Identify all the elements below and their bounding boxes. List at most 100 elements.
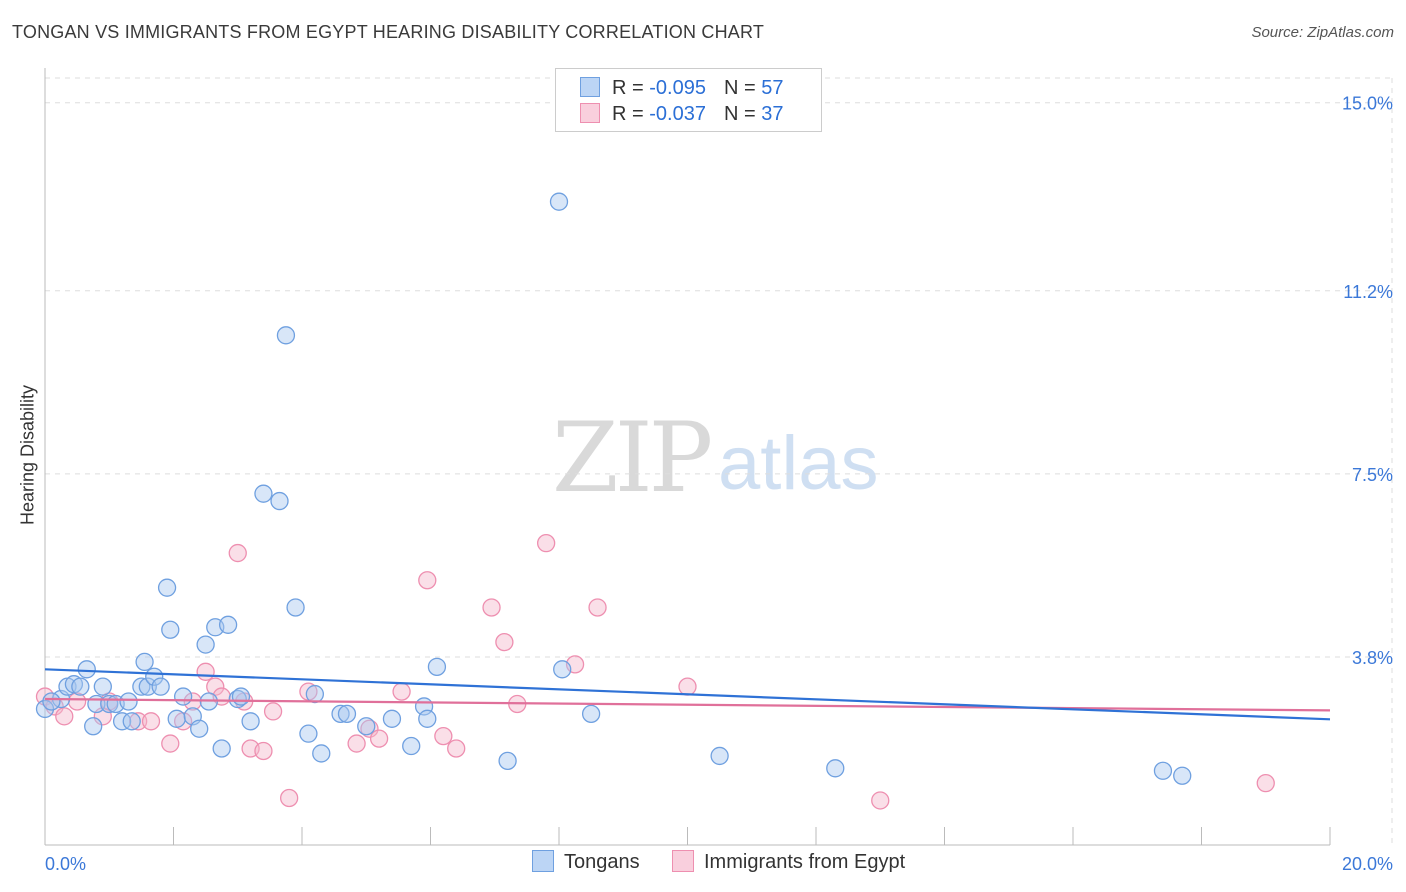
tongans-point — [305, 684, 325, 704]
bottom-tongans-swatch — [532, 850, 554, 872]
tongans-r-label: R = — [612, 77, 650, 99]
egypt-point — [482, 598, 501, 617]
egypt-point — [418, 571, 437, 590]
y-tick-label: 11.2% — [1343, 282, 1393, 302]
egypt-n-label: N = — [723, 103, 762, 125]
egypt-point — [1256, 773, 1275, 793]
tongans-point — [299, 724, 318, 743]
egypt-point — [263, 702, 283, 721]
watermark-zip: ZIP — [552, 402, 713, 514]
egypt-point — [495, 632, 514, 652]
egypt-point — [228, 543, 247, 563]
tongans-point — [427, 657, 447, 677]
egypt-points — [35, 533, 1275, 810]
tongans-point — [161, 620, 180, 639]
egypt-point — [279, 788, 299, 808]
tongans-point — [112, 712, 132, 731]
tongans-point — [135, 652, 154, 672]
egypt-point — [871, 791, 890, 810]
tick-labels: 3.8% 7.5% 11.2% 15.0% 0.0% 20.0% — [45, 94, 1393, 874]
tongans-point — [138, 677, 157, 696]
egypt-point — [347, 734, 366, 753]
axes — [44, 68, 1331, 846]
trend-lines — [44, 668, 1331, 721]
egypt-point — [254, 741, 273, 761]
tongans-point — [35, 699, 55, 719]
egypt-point — [392, 682, 411, 701]
tongans-point — [157, 578, 177, 597]
tongans-point — [286, 598, 305, 617]
tongans-points — [35, 192, 1192, 785]
bottom-legend-tongans: Tongans — [532, 850, 640, 874]
egypt-point — [678, 677, 697, 696]
tongans-point — [418, 709, 437, 728]
tongans-point — [167, 709, 186, 728]
tongans-point — [276, 326, 296, 345]
y-tick-label: 15.0% — [1342, 94, 1393, 114]
egypt-point — [67, 692, 87, 711]
egypt-point — [141, 712, 161, 731]
tongans-trend-line — [44, 668, 1331, 721]
tongans-point — [42, 692, 61, 711]
bottom-egypt-label: Immigrants from Egypt — [704, 851, 906, 873]
gridlines — [45, 77, 1393, 845]
tongans-n-label: N = — [723, 77, 762, 99]
tongans-point — [312, 744, 331, 763]
stats-legend: R = -0.095 N = 57 R = -0.037 N = 37 — [555, 68, 822, 132]
tongans-point — [151, 677, 170, 696]
x-tick-label-max: 20.0% — [1342, 854, 1393, 874]
egypt-point — [434, 726, 453, 746]
egypt-point — [196, 662, 215, 681]
tongans-point — [382, 709, 402, 728]
egypt-point — [55, 707, 74, 726]
tongans-point — [337, 704, 357, 724]
egypt-point — [129, 712, 148, 731]
egypt-point — [360, 719, 379, 738]
tongans-point — [357, 717, 376, 736]
tongans-point — [93, 677, 112, 696]
tongans-point — [549, 192, 569, 211]
egypt-swatch — [580, 103, 600, 123]
tongans-point — [498, 751, 517, 771]
egypt-point — [161, 734, 180, 753]
egypt-r-label: R = — [612, 103, 650, 125]
tongans-point — [402, 736, 421, 756]
bottom-legend-egypt: Immigrants from Egypt — [672, 850, 905, 874]
egypt-trend-line — [44, 697, 1331, 712]
tongans-point — [84, 717, 103, 736]
tongans-point — [581, 704, 601, 724]
tongans-point — [826, 759, 845, 778]
tongans-point — [71, 677, 90, 696]
egypt-r-value: -0.037 — [649, 103, 706, 125]
tongans-point — [218, 615, 238, 634]
tongans-point — [231, 687, 251, 706]
tongans-point — [1153, 761, 1173, 780]
tongans-point — [77, 660, 96, 679]
tongans-point — [241, 712, 260, 731]
tongans-point — [254, 484, 273, 503]
legend-row-egypt: R = -0.037 N = 37 — [580, 103, 783, 125]
tongans-point — [132, 677, 151, 696]
egypt-n-value: 37 — [761, 103, 784, 125]
source-credit: Source: ZipAtlas.com — [1251, 24, 1394, 41]
x-tick-label-min: 0.0% — [45, 854, 86, 874]
tongans-n-value: 57 — [761, 77, 784, 99]
tongans-point — [196, 635, 215, 654]
watermark-atlas: atlas — [718, 421, 879, 506]
egypt-point — [447, 739, 466, 758]
tongans-point — [710, 746, 729, 766]
tongans-point — [331, 704, 350, 724]
tongans-point — [553, 660, 572, 679]
tongans-point — [270, 491, 289, 511]
bottom-egypt-swatch — [672, 850, 694, 872]
tongans-point — [190, 719, 209, 738]
tongans-point — [212, 739, 231, 758]
egypt-point — [588, 598, 607, 617]
tongans-point — [122, 712, 141, 731]
tongans-point — [228, 689, 247, 709]
tongans-point — [119, 692, 138, 711]
tongans-swatch — [580, 77, 600, 97]
tongans-r-value: -0.095 — [649, 77, 706, 99]
bottom-tongans-label: Tongans — [564, 851, 640, 873]
